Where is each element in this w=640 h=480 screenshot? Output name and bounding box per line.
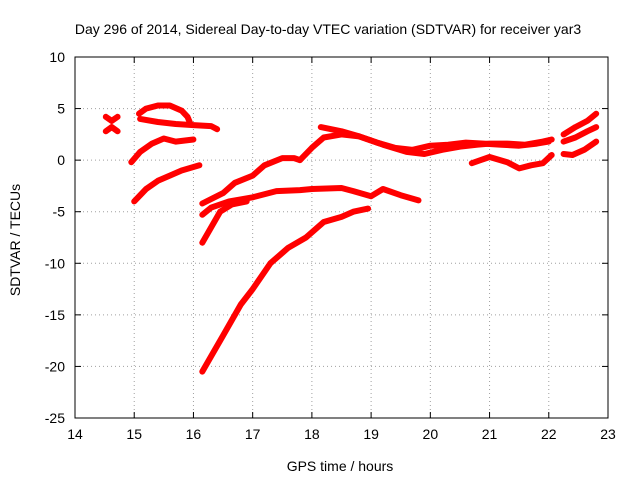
series-arc-7 xyxy=(199,155,303,207)
x-tick-label: 20 xyxy=(423,426,439,442)
series-arc-10 xyxy=(199,205,372,375)
y-tick-label: -10 xyxy=(45,255,65,271)
x-tick-label: 17 xyxy=(245,426,261,442)
x-tick-label: 21 xyxy=(482,426,498,442)
y-tick-label: -5 xyxy=(53,204,66,220)
series-arc-16 xyxy=(560,138,600,158)
series-arc-9 xyxy=(199,198,250,246)
series-arc-2 xyxy=(102,124,121,135)
y-axis-label: SDTVAR / TECUs xyxy=(7,184,23,296)
grid xyxy=(75,57,608,418)
x-tick-label: 16 xyxy=(186,426,202,442)
series-arc-15 xyxy=(560,124,600,145)
series-arc-1 xyxy=(102,113,121,124)
y-tick-label: 10 xyxy=(49,49,65,65)
x-axis-label: GPS time / hours xyxy=(287,458,394,474)
plot-frame xyxy=(74,56,609,419)
y-tick-label: -25 xyxy=(45,410,65,426)
data-series xyxy=(102,102,600,375)
x-tick-label: 18 xyxy=(304,426,320,442)
y-tick-label: 5 xyxy=(57,101,65,117)
chart-title: Day 296 of 2014, Sidereal Day-to-day VTE… xyxy=(75,21,581,37)
x-tick-label: 14 xyxy=(67,426,83,442)
series-arc-6 xyxy=(131,162,203,205)
series-arc-4 xyxy=(137,115,221,133)
x-tick-label: 22 xyxy=(541,426,557,442)
x-tick-label: 15 xyxy=(126,426,142,442)
series-arc-5 xyxy=(128,135,197,166)
series-arc-3 xyxy=(136,102,194,127)
y-tick-label: -20 xyxy=(45,358,65,374)
series-arc-8 xyxy=(199,185,422,218)
x-tick-label: 19 xyxy=(363,426,379,442)
series-arc-12 xyxy=(317,124,552,153)
series-arc-14 xyxy=(560,110,600,138)
series-arc-13 xyxy=(468,152,555,172)
y-tick-label: 0 xyxy=(57,152,65,168)
axis-ticks: 14 15 16 17 18 19 20 21 22 23 -25 -20 -15 -10 -5 0 5 10 xyxy=(45,49,616,442)
x-tick-label: 23 xyxy=(600,426,616,442)
y-tick-label: -15 xyxy=(45,307,65,323)
